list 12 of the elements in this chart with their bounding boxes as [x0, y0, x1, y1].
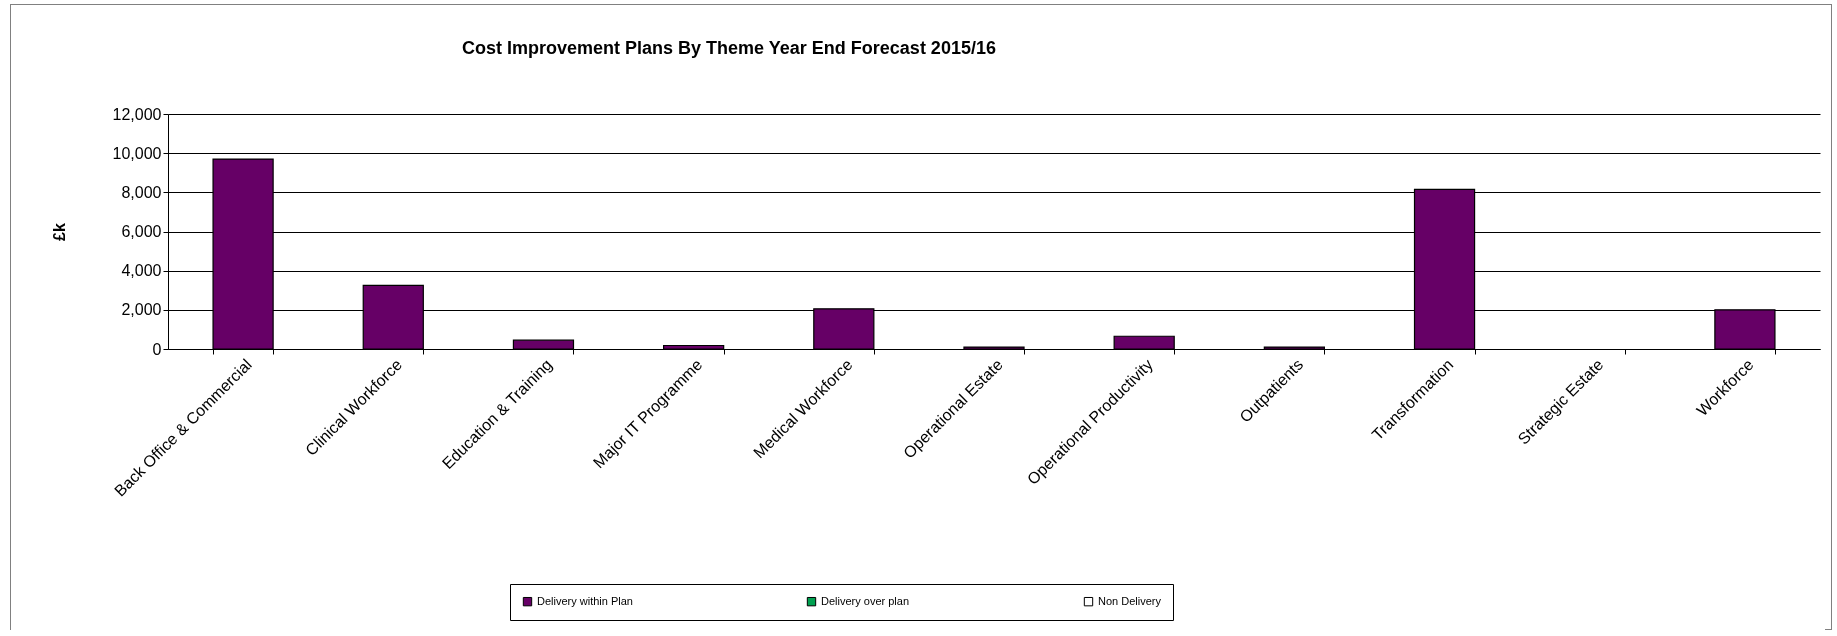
legend-label: Non Delivery	[1098, 594, 1162, 607]
y-tick-label: 4,000	[121, 262, 162, 280]
y-axis-title: £k	[50, 223, 68, 241]
y-tick-label: 0	[152, 340, 162, 358]
y-tick-label: 6,000	[121, 223, 162, 240]
chart-title: Cost Improvement Plans By Theme Year End Forecast 2015/16	[462, 38, 996, 58]
y-tick-label: 2,000	[121, 301, 162, 319]
y-tick-label: 12,000	[112, 105, 162, 123]
legend-label: Delivery within Plan	[537, 594, 633, 607]
y-tick-label: 8,000	[121, 183, 162, 201]
legend-label: Delivery over plan	[821, 594, 910, 607]
y-tick-label: 10,000	[112, 144, 162, 162]
